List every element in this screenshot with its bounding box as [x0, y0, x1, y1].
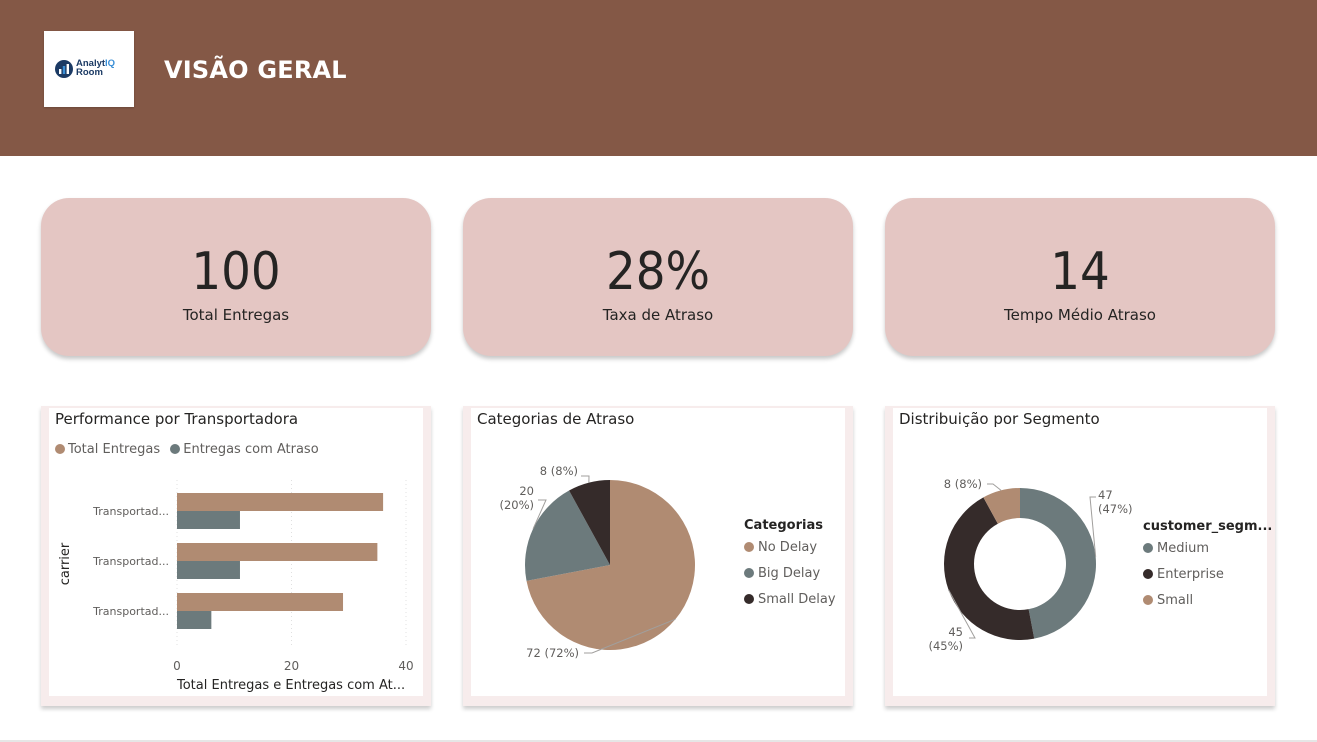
legend-swatch — [744, 542, 754, 552]
legend-title: customer_segm... — [1143, 519, 1272, 534]
legend-swatch-total — [55, 444, 65, 454]
kpi-card-taxa-de-atraso[interactable]: 28% Taxa de Atraso — [463, 198, 853, 356]
card-body: Categorias de Atraso Categorias 72 (72%)… — [471, 408, 845, 696]
slice-leader-line — [1089, 496, 1097, 557]
slice-medium[interactable] — [1020, 488, 1096, 639]
legend-title: Categorias — [744, 518, 823, 533]
legend-label[interactable]: Enterprise — [1157, 567, 1224, 582]
logo-wordmark: AnalytIQ Room — [76, 58, 116, 78]
bar-entregas-com-atraso[interactable] — [177, 561, 240, 579]
card-body: Performance por Transportadora Total Ent… — [49, 408, 423, 696]
x-axis-title: Total Entregas e Entregas com At... — [176, 678, 405, 693]
slice-big-delay[interactable] — [525, 490, 610, 581]
legend-label[interactable]: Small — [1157, 593, 1193, 608]
slice-data-label: (20%) — [499, 498, 534, 512]
bar-total-entregas[interactable] — [177, 493, 384, 511]
slice-leader-line — [532, 499, 547, 530]
legend-swatch — [1143, 543, 1153, 553]
y-tick-label: Transportad... — [92, 555, 169, 568]
slice-data-label: (45%) — [928, 639, 963, 653]
chart-title: Distribuição por Segmento — [899, 410, 1100, 428]
bar-entregas-com-atraso[interactable] — [177, 611, 212, 629]
page-title: VISÃO GERAL — [164, 56, 347, 84]
legend-swatch-atraso — [170, 444, 181, 454]
card-body: Distribuição por Segmento customer_segm.… — [893, 408, 1272, 696]
logo-word-analyt: Analyt — [76, 58, 106, 69]
card-segment-distribution[interactable]: Distribuição por Segmento customer_segm.… — [885, 406, 1275, 706]
slice-data-label: 20 — [519, 484, 534, 498]
legend-label[interactable]: Medium — [1157, 541, 1209, 556]
page-bottom-border — [0, 740, 1317, 742]
chart-title: Categorias de Atraso — [477, 410, 635, 428]
slice-leader-line — [987, 483, 1002, 491]
slice-small[interactable] — [983, 488, 1020, 524]
legend-label[interactable]: No Delay — [758, 540, 817, 555]
slice-data-label: 72 (72%) — [526, 646, 579, 660]
kpi-label: Taxa de Atraso — [602, 306, 714, 324]
legend-swatch — [1143, 595, 1153, 605]
kpi-label: Total Entregas — [182, 306, 290, 324]
slice-data-label: (47%) — [1098, 502, 1133, 516]
slice-data-label: 8 (8%) — [944, 477, 982, 491]
legend-label[interactable]: Small Delay — [758, 592, 836, 607]
slice-data-label: 45 — [948, 625, 963, 639]
card-delay-categories[interactable]: Categorias de Atraso Categorias 72 (72%)… — [463, 406, 853, 706]
y-tick-label: Transportad... — [92, 605, 169, 618]
legend-swatch — [744, 568, 754, 578]
company-logo: AnalytIQ Room — [44, 31, 134, 107]
bar-chart: carrier Total Entregas e Entregas com At… — [58, 480, 414, 693]
page-header: AnalytIQ Room VISÃO GERAL — [0, 0, 1317, 156]
chart-title: Performance por Transportadora — [55, 410, 299, 428]
logo-word-room: Room — [76, 67, 103, 78]
kpi-value: 28% — [606, 242, 710, 302]
legend-label[interactable]: Big Delay — [758, 566, 821, 581]
slice-leader-line — [584, 618, 676, 654]
x-tick-label: 20 — [284, 659, 299, 673]
card-carrier-performance[interactable]: Performance por Transportadora Total Ent… — [41, 406, 431, 706]
slice-enterprise[interactable] — [944, 497, 1035, 640]
kpi-label: Tempo Médio Atraso — [1004, 306, 1156, 324]
x-tick-label: 0 — [173, 659, 181, 673]
bar-total-entregas[interactable] — [177, 593, 344, 611]
bar-total-entregas[interactable] — [177, 543, 378, 561]
y-axis-title: carrier — [58, 542, 73, 585]
x-tick-label: 40 — [398, 659, 413, 673]
slice-data-label: 47 — [1098, 488, 1113, 502]
slice-data-label: 8 (8%) — [540, 464, 578, 478]
logo-word-iq: IQ — [105, 58, 116, 69]
slice-leader-line — [948, 589, 976, 639]
slice-small-delay[interactable] — [569, 480, 610, 565]
legend-label-atraso: Entregas com Atraso — [183, 442, 319, 457]
kpi-card-tempo-medio-atraso[interactable]: 14 Tempo Médio Atraso — [885, 198, 1275, 356]
slice-no-delay[interactable] — [526, 480, 695, 650]
bar-entregas-com-atraso[interactable] — [177, 511, 240, 529]
y-tick-label: Transportad... — [92, 505, 169, 518]
analytics-logo-icon — [55, 60, 73, 78]
donut-chart: customer_segm... 47(47%) Medium 45(45%) Ent… — [928, 477, 1272, 653]
kpi-value: 100 — [191, 242, 281, 302]
chart-legend: Total Entregas Entregas com Atraso — [55, 442, 319, 457]
legend-swatch — [1143, 569, 1153, 579]
kpi-value: 14 — [1050, 242, 1110, 302]
slice-leader-line — [581, 475, 590, 483]
kpi-card-total-entregas[interactable]: 100 Total Entregas — [41, 198, 431, 356]
legend-label-total: Total Entregas — [68, 442, 161, 457]
pie-chart: Categorias 72 (72%) No Delay 20(20%) Big De… — [499, 464, 836, 660]
legend-swatch — [744, 594, 754, 604]
